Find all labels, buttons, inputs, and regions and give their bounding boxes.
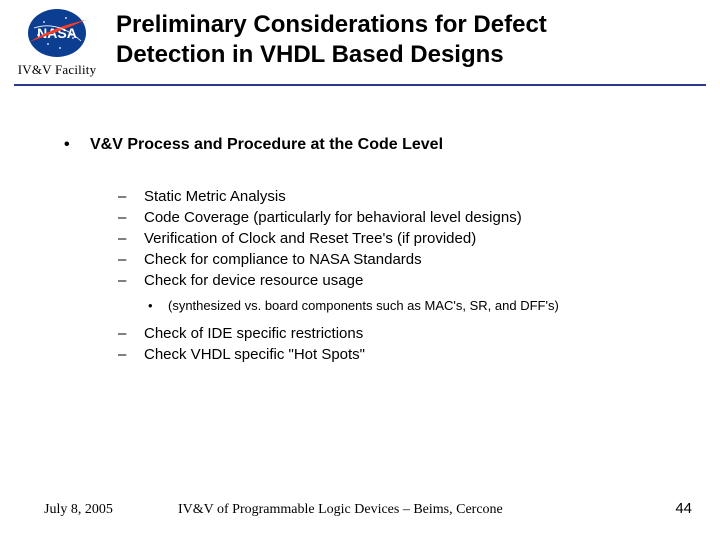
list-item: –Verification of Clock and Reset Tree's …: [118, 228, 690, 249]
nasa-logo-icon: NASA: [26, 8, 88, 58]
slide-header: NASA IV&V Facility Preliminary Considera…: [0, 0, 720, 86]
footer-title: IV&V of Programmable Logic Devices – Bei…: [174, 502, 652, 518]
title-line-1: Preliminary Considerations for Defect: [116, 10, 706, 40]
title-line-2: Detection in VHDL Based Designs: [116, 40, 706, 70]
list-item: –Check VHDL specific "Hot Spots": [118, 344, 690, 365]
footer-date: July 8, 2005: [44, 502, 174, 518]
page-number: 44: [652, 500, 692, 517]
header-row: NASA IV&V Facility Preliminary Considera…: [14, 8, 706, 78]
title-block: Preliminary Considerations for Defect De…: [100, 8, 706, 70]
body-heading: • V&V Process and Procedure at the Code …: [60, 136, 690, 154]
sub-list: –Static Metric Analysis –Code Coverage (…: [118, 186, 690, 365]
body-heading-text: V&V Process and Procedure at the Code Le…: [90, 136, 443, 154]
header-rule: [14, 84, 706, 86]
slide: NASA IV&V Facility Preliminary Considera…: [0, 0, 720, 540]
bullet-dot: •: [60, 136, 90, 154]
logo-caption: IV&V Facility: [18, 62, 97, 78]
list-item: –Check of IDE specific restrictions: [118, 323, 690, 344]
list-item: –Check for device resource usage: [118, 270, 690, 291]
list-item: –Static Metric Analysis: [118, 186, 690, 207]
sub-sub-list: •(synthesized vs. board components such …: [146, 297, 690, 315]
slide-footer: July 8, 2005 IV&V of Programmable Logic …: [0, 500, 720, 518]
slide-body: • V&V Process and Procedure at the Code …: [0, 86, 720, 365]
sub-note: •(synthesized vs. board components such …: [146, 297, 690, 315]
logo-block: NASA IV&V Facility: [14, 8, 100, 78]
list-item: –Code Coverage (particularly for behavio…: [118, 207, 690, 228]
list-item: –Check for compliance to NASA Standards: [118, 249, 690, 270]
